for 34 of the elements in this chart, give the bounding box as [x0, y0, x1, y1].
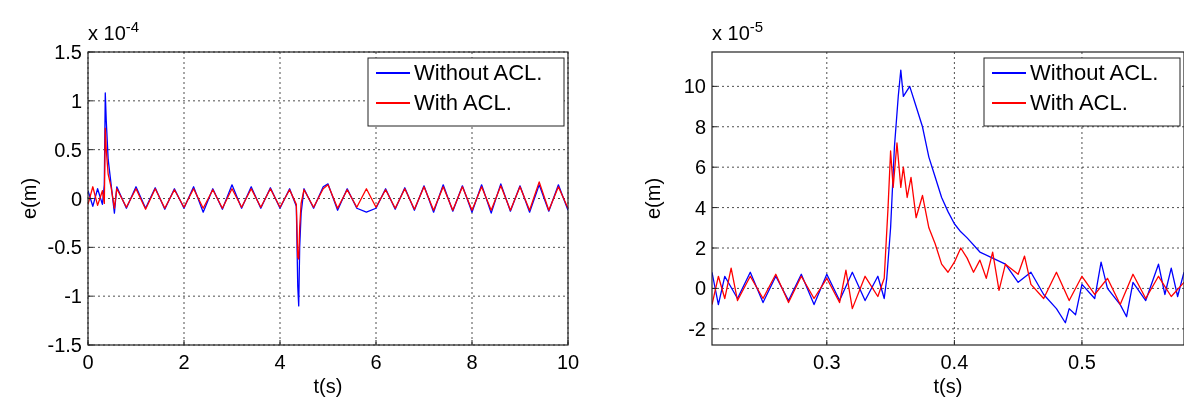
x-tick-label: 0.5 [1068, 351, 1096, 373]
x-tick-label: 0.3 [812, 351, 841, 373]
y-tick-label: 0 [694, 277, 706, 300]
y-tick-label: 2 [694, 237, 706, 260]
x-axis-title: t(s) [313, 375, 343, 397]
legend-label: With ACL. [414, 90, 512, 115]
line-series [88, 127, 568, 260]
y-tick-label: 6 [694, 156, 706, 179]
y-tick-label: 10 [683, 75, 706, 98]
text: x 10$^{-5}$ [712, 17, 764, 44]
y-axis-title: e(m) [18, 177, 40, 220]
y-tick-label: -2 [688, 317, 706, 340]
x-tick-label: 4 [274, 351, 286, 373]
text: x 10$^{-4}$ [88, 17, 140, 44]
y-tick-label: 1.5 [54, 41, 82, 63]
y-tick-label: -1.5 [47, 334, 82, 356]
line-series [712, 142, 1184, 310]
y-tick-label: 1 [70, 89, 82, 112]
legend-label: Without ACL. [1030, 60, 1159, 85]
y-tick-label: 0 [70, 187, 82, 210]
x-tick-label: 10 [556, 351, 580, 373]
legend-label: Without ACL. [414, 60, 543, 85]
x-tick-label: 6 [370, 351, 382, 373]
y-tick-label: -1 [64, 285, 82, 308]
legend-label: With ACL. [1030, 90, 1128, 115]
y-tick-label: -0.5 [47, 236, 82, 259]
y-axis-title: e(m) [642, 177, 664, 220]
y-tick-label: 0.5 [54, 138, 82, 161]
x-tick-label: 2 [178, 351, 190, 373]
x-axis-title: t(s) [933, 375, 963, 397]
x-tick-label: 0.4 [940, 351, 969, 373]
y-tick-label: 4 [694, 196, 706, 219]
x-tick-label: 8 [466, 351, 478, 373]
y-tick-label: 8 [694, 115, 706, 138]
